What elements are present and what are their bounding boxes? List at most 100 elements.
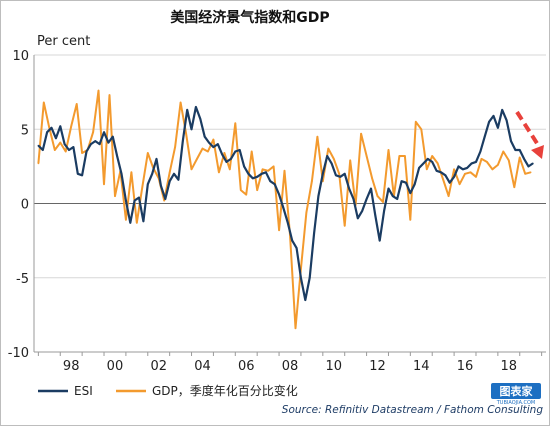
esi-point	[287, 222, 289, 224]
esi-point	[444, 174, 447, 177]
esi-point	[182, 140, 184, 142]
gdp-point	[108, 94, 111, 96]
gdp-point	[261, 168, 264, 171]
esi-point	[357, 217, 359, 220]
esi-point	[238, 149, 241, 151]
x-tick-label: 18	[501, 359, 518, 374]
y-tick-label: 10	[12, 49, 29, 64]
gdp-point	[376, 195, 379, 197]
esi-point	[129, 222, 132, 224]
chart-title: 美国经济景气指数和GDP	[170, 9, 329, 26]
gdp-point	[141, 186, 144, 188]
esi-point	[422, 162, 425, 165]
gdp-point	[103, 183, 105, 185]
esi-point	[427, 158, 429, 160]
esi-point	[330, 162, 333, 165]
gdp-point	[212, 138, 215, 141]
logo-text: 图表家	[500, 384, 534, 398]
x-tick-label: 14	[413, 359, 430, 374]
esi-point	[514, 149, 517, 151]
gdp-point	[458, 183, 461, 185]
gdp-point	[125, 219, 127, 221]
gdp-point	[475, 176, 477, 178]
gdp-point	[305, 211, 308, 214]
esi-point	[133, 199, 136, 202]
y-tick-label: -5	[16, 272, 29, 287]
esi-point	[435, 170, 438, 172]
esi-point	[186, 109, 188, 111]
esi-point	[138, 196, 140, 199]
esi-point	[177, 178, 180, 181]
esi-point	[120, 173, 123, 175]
esi-point	[518, 149, 521, 151]
esi-point	[168, 180, 171, 182]
gdp-point	[404, 155, 406, 157]
esi-point	[413, 183, 416, 185]
esi-point	[72, 146, 75, 148]
gdp-point	[371, 177, 373, 180]
esi-point	[532, 162, 534, 165]
esi-point	[523, 158, 525, 160]
esi-point	[217, 143, 219, 145]
esi-point	[475, 161, 477, 163]
esi-point	[378, 239, 381, 242]
series-esi	[37, 105, 534, 302]
esi-point	[383, 210, 385, 212]
x-tick-label: 16	[457, 359, 474, 374]
gdp-point	[497, 164, 499, 166]
esi-point	[317, 195, 320, 197]
esi-point	[55, 137, 57, 139]
esi-point	[527, 165, 530, 168]
gdp-point	[442, 178, 445, 181]
gdp-point	[508, 159, 510, 162]
esi-point	[462, 168, 464, 171]
gdp-point	[294, 327, 297, 330]
esi-point	[400, 180, 403, 182]
esi-point	[252, 177, 254, 180]
esi-point	[457, 165, 460, 168]
gdp-point	[491, 168, 494, 171]
source-note: Source: Refinitiv Datastream / Fathom Co…	[282, 404, 544, 416]
esi-point	[326, 155, 329, 157]
esi-point	[273, 183, 276, 185]
gdp-point	[278, 229, 280, 231]
gdp-point	[64, 150, 67, 153]
esi-point	[107, 141, 110, 144]
esi-point	[94, 140, 97, 142]
y-axis-ticks: 10 5 0 -5 -10	[8, 49, 29, 361]
legend-label-gdp: GDP，季度年化百分比变化	[152, 383, 298, 398]
esi-point	[63, 143, 66, 145]
gdp-point	[229, 168, 231, 171]
gdp-point	[464, 173, 466, 175]
esi-point	[195, 106, 197, 108]
gdp-point	[256, 189, 259, 191]
esi-point	[505, 119, 508, 122]
gdp-point	[267, 170, 269, 172]
x-tick-label: 98	[63, 359, 80, 374]
esi-point	[46, 131, 48, 133]
esi-point	[160, 184, 162, 187]
logo-url: TUBIAOJIA.COM	[496, 400, 536, 406]
gdp-point	[480, 158, 483, 160]
esi-point	[418, 167, 420, 169]
esi-point	[448, 181, 451, 184]
x-axis-ticks: 98 00 02 04 06 08 10 12 14 16 18	[37, 352, 543, 374]
esi-point	[81, 174, 83, 177]
esi-point	[339, 176, 342, 178]
trend-arrow-annotation	[515, 110, 544, 159]
gdp-point	[387, 149, 390, 151]
esi-point	[112, 135, 114, 138]
esi-point	[230, 158, 232, 160]
gdp-point	[92, 131, 94, 133]
x-tick-label: 12	[369, 359, 386, 374]
esi-point	[370, 187, 372, 190]
esi-point	[361, 210, 364, 212]
esi-point	[116, 155, 118, 157]
gdp-point	[70, 125, 72, 128]
esi-point	[269, 180, 272, 182]
esi-point	[103, 131, 105, 133]
legend-label-esi: ESI	[74, 384, 93, 398]
y-axis-unit-label: Per cent	[37, 34, 90, 49]
esi-point	[42, 149, 44, 151]
